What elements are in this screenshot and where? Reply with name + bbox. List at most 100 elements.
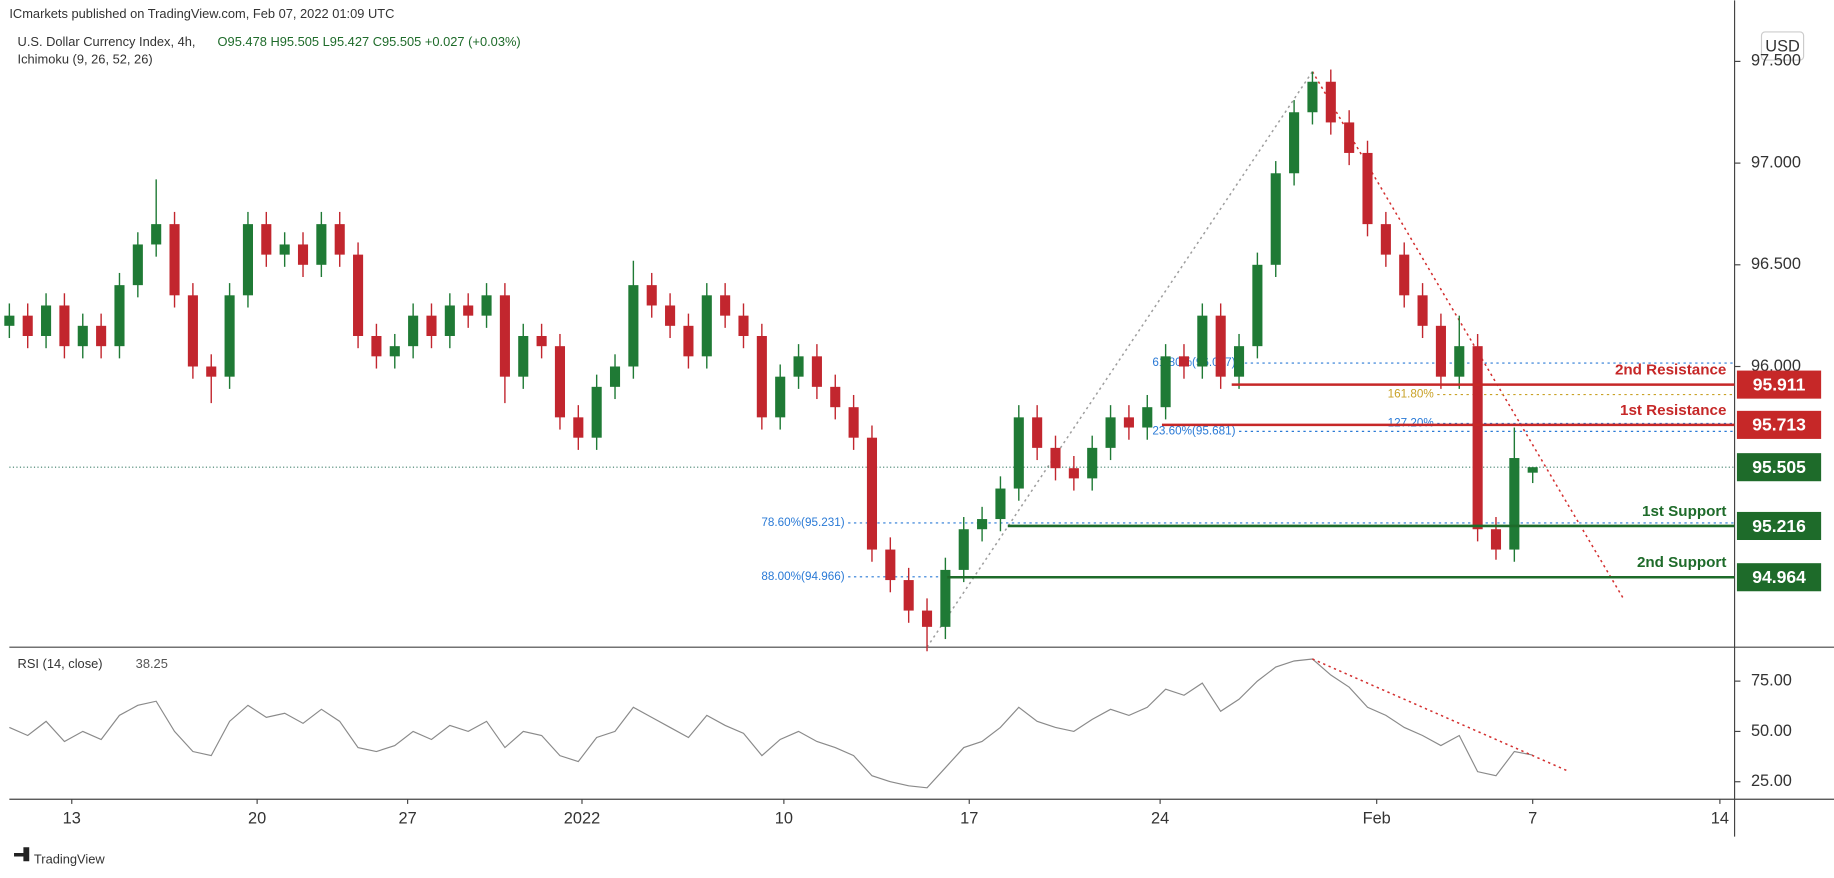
rsi-y-tick-label: 50.00: [1751, 722, 1792, 740]
candle-body: [481, 295, 492, 316]
x-tick-label: 13: [63, 809, 81, 827]
candle-body: [297, 244, 309, 265]
candle-body: [995, 488, 1006, 520]
candle-body: [609, 366, 621, 387]
candle-body: [444, 305, 455, 336]
currency: USD: [1765, 37, 1800, 55]
rsi-value: 38.25: [136, 656, 168, 671]
candle-body: [793, 356, 804, 377]
candle-body: [316, 224, 327, 265]
candle-body: [371, 335, 382, 357]
candle-body: [885, 549, 896, 581]
x-tick-label: 20: [248, 809, 266, 827]
trendline: [926, 71, 1314, 648]
candle-body: [811, 356, 822, 387]
candle-body: [242, 224, 253, 296]
candle-body: [1490, 529, 1502, 550]
symbol-title: U.S. Dollar Currency Index, 4h,: [18, 34, 196, 49]
brand: TradingView: [34, 851, 105, 866]
level-box: [1736, 410, 1822, 439]
fib-label: 61.80%(96.017): [1152, 356, 1235, 369]
level-box: [1736, 370, 1822, 399]
rsi-label: RSI (14, close): [18, 656, 103, 671]
candle-body: [1307, 81, 1318, 113]
candle-body: [463, 305, 474, 316]
level-label: 2nd Resistance: [1615, 362, 1726, 379]
candle-body: [977, 519, 988, 530]
candle-body: [536, 335, 547, 347]
level-box: [1736, 563, 1822, 592]
candle-body: [554, 346, 566, 418]
publisher: ICmarkets published on TradingView.com, …: [9, 6, 394, 21]
level-value: 95.911: [1753, 374, 1806, 394]
level-value: 95.216: [1752, 516, 1806, 536]
candle-body: [353, 254, 364, 336]
candle-body: [683, 325, 694, 357]
candle-body: [1325, 81, 1336, 123]
candle-body: [22, 315, 33, 336]
level-box: [1736, 511, 1822, 541]
level-value: 95.713: [1752, 415, 1806, 435]
candle-body: [261, 224, 272, 255]
ohlc-legend: O95.478 H95.505 L95.427 C95.505 +0.027 (…: [218, 34, 521, 49]
candle-body: [1068, 468, 1079, 479]
candle-body: [408, 315, 419, 347]
x-tick-label: 10: [775, 809, 793, 827]
candle-body: [1344, 122, 1355, 153]
fib-label: 23.60%(95.681): [1152, 424, 1235, 437]
candle-body: [1215, 315, 1226, 377]
candle-body: [518, 335, 529, 377]
fib-label: 127.20%: [1388, 417, 1434, 430]
fib-label: 161.80%: [1388, 388, 1434, 401]
candle-body: [187, 295, 198, 367]
last-price-box: [1736, 453, 1822, 482]
candle-body: [628, 285, 639, 367]
candle-body: [573, 417, 584, 438]
x-tick-label: 17: [960, 809, 978, 827]
candle-body: [665, 305, 676, 326]
candle-body: [1013, 417, 1024, 489]
candle-body: [775, 376, 786, 418]
currency-box[interactable]: [1760, 31, 1805, 61]
candle-body: [279, 244, 290, 255]
candle-body: [958, 529, 969, 570]
indicator-label: Ichimoku (9, 26, 52, 26): [18, 51, 153, 66]
candle-body: [1472, 346, 1483, 530]
candle-body: [1509, 458, 1520, 550]
candle-body: [1362, 152, 1373, 225]
candle-body: [921, 610, 933, 627]
x-tick-label: Feb: [1363, 809, 1391, 827]
x-tick-label: 7: [1528, 809, 1537, 827]
level-label: 1st Resistance: [1620, 402, 1726, 419]
candle-body: [1270, 173, 1281, 265]
candle-body: [940, 569, 951, 627]
level-label: 1st Support: [1642, 503, 1726, 520]
candle-body: [334, 224, 345, 255]
candle-body: [1197, 315, 1208, 367]
brand-logo: [14, 847, 30, 862]
candle-body: [1417, 295, 1428, 326]
last-price-value: 95.505: [1752, 457, 1806, 477]
candle-body: [426, 315, 437, 336]
candle-body: [1233, 346, 1245, 377]
y-tick-label: 96.000: [1751, 357, 1801, 375]
candle-body: [1399, 254, 1410, 296]
y-tick-label: 97.000: [1751, 153, 1801, 171]
level-label: 2nd Support: [1637, 554, 1726, 571]
candle-body: [720, 295, 731, 316]
candle-body: [646, 285, 657, 306]
candle-body: [1252, 264, 1263, 347]
candle-body: [1435, 325, 1446, 377]
candle-body: [59, 305, 70, 347]
candle-body: [830, 386, 841, 408]
candle-body: [114, 285, 125, 347]
candle-body: [1527, 467, 1538, 473]
candle-body: [1050, 447, 1061, 469]
y-tick-label: 96.500: [1751, 255, 1801, 273]
candle-body: [206, 366, 217, 377]
level-value: 94.964: [1752, 567, 1806, 587]
candle-body: [169, 224, 180, 296]
candle-body: [41, 305, 52, 336]
